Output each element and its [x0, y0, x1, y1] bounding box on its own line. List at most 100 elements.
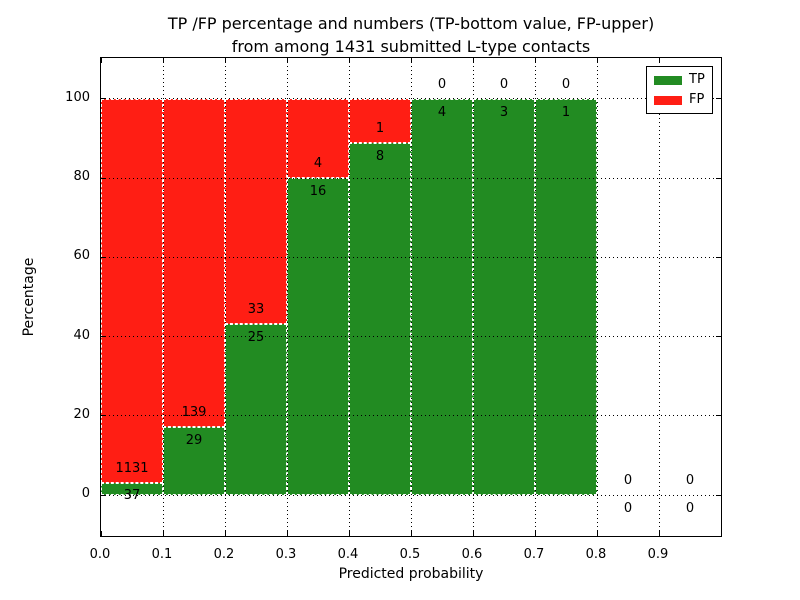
bar-segment-tp [163, 426, 225, 496]
x-tick-label: 0.3 [275, 547, 297, 562]
y-tick-mark [101, 494, 106, 496]
y-tick-mark [101, 256, 106, 258]
x-tick-mark [658, 58, 660, 63]
bar-segment-tp [473, 98, 535, 496]
legend-item-fp: FP [647, 92, 712, 108]
x-tick-mark [534, 58, 536, 63]
x-tick-label: 0.0 [89, 547, 111, 562]
bar-segment-tp [411, 98, 473, 496]
x-tick-label: 0.9 [647, 547, 669, 562]
bar-segment-fp [163, 98, 225, 427]
y-tick-mark [101, 98, 106, 100]
x-tick-mark [472, 58, 474, 63]
y-tick-mark [716, 494, 721, 496]
bar-segment-fp [101, 98, 163, 483]
y-tick-mark [101, 177, 106, 179]
bar-count-label-tp: 16 [309, 183, 327, 199]
x-tick-mark [472, 531, 474, 536]
bar-count-label-tp: 25 [247, 330, 265, 346]
y-tick-mark [716, 256, 721, 258]
gridline-vertical [162, 58, 164, 536]
gridline-vertical [596, 58, 598, 536]
x-tick-label: 0.7 [523, 547, 545, 562]
x-tick-label: 0.5 [399, 547, 421, 562]
x-tick-label: 0.8 [585, 547, 607, 562]
bar-count-label-fp: 4 [313, 156, 323, 172]
x-tick-mark [596, 58, 598, 63]
legend-swatch-fp-icon [654, 95, 682, 105]
x-tick-mark [348, 58, 350, 63]
x-tick-mark [596, 531, 598, 536]
x-tick-mark [410, 531, 412, 536]
legend-item-tp: TP [647, 72, 712, 88]
x-tick-label: 0.4 [337, 547, 359, 562]
x-axis-label: Predicted probability [338, 566, 484, 582]
chart-title-line-1: TP /FP percentage and numbers (TP-bottom… [167, 14, 655, 33]
y-tick-mark [716, 336, 721, 338]
gridline-vertical [224, 58, 226, 536]
x-tick-mark [348, 531, 350, 536]
y-tick-label: 0 [81, 486, 90, 502]
bar-segment-fp [349, 98, 411, 143]
legend-swatch-tp-icon [654, 75, 682, 85]
y-tick-mark [716, 98, 721, 100]
y-tick-mark [101, 415, 106, 417]
bar-count-label-fp: 0 [499, 76, 509, 92]
x-tick-mark [162, 531, 164, 536]
bar-count-label-fp: 1131 [115, 460, 149, 476]
bar-count-label-tp: 1 [561, 104, 571, 120]
gridline-vertical [472, 58, 474, 536]
bar-count-label-fp: 33 [247, 302, 265, 318]
x-tick-mark [286, 58, 288, 63]
bar-count-label-fp: 0 [561, 76, 571, 92]
bar-count-label-tp: 3 [499, 104, 509, 120]
gridline-vertical [286, 58, 288, 536]
y-tick-mark [716, 177, 721, 179]
bar-segment-fp [287, 98, 349, 179]
y-tick-label: 80 [73, 169, 90, 185]
gridline-vertical [410, 58, 412, 536]
y-tick-mark [101, 336, 106, 338]
bar-count-label-fp: 0 [437, 76, 447, 92]
x-tick-mark [286, 531, 288, 536]
chart-title-line-2: from among 1431 submitted L-type contact… [231, 37, 591, 56]
y-tick-label: 40 [73, 327, 90, 343]
x-tick-label: 0.6 [461, 547, 483, 562]
y-tick-label: 60 [73, 248, 90, 264]
bar-segment-tp [349, 142, 411, 496]
plot-area: 1131 37 139 29 33 25 4 16 1 8 0 4 0 3 0 1 0 0 0 0 [100, 57, 722, 537]
bar-count-label-tp: 0 [685, 501, 695, 517]
x-tick-mark [224, 58, 226, 63]
x-tick-label: 0.2 [213, 547, 235, 562]
legend-label-fp: FP [689, 92, 705, 107]
bar-segment-fp [225, 98, 287, 325]
y-axis-label: Percentage [21, 257, 37, 337]
bar-segment-tp [225, 324, 287, 496]
bar-count-label-tp: 29 [185, 432, 203, 448]
bar-count-label-fp: 0 [623, 473, 633, 489]
x-tick-mark [101, 531, 102, 536]
x-tick-mark [101, 58, 102, 63]
bar-count-label-tp: 0 [623, 501, 633, 517]
y-tick-label: 20 [73, 406, 90, 422]
bar-count-label-fp: 0 [685, 473, 695, 489]
x-tick-mark [162, 58, 164, 63]
bar-count-label-tp: 8 [375, 148, 385, 164]
x-tick-label: 0.1 [151, 547, 173, 562]
bar-count-label-fp: 1 [375, 120, 385, 136]
y-tick-label: 100 [65, 89, 90, 105]
gridline-vertical [348, 58, 350, 536]
x-tick-mark [224, 531, 226, 536]
x-tick-mark [534, 531, 536, 536]
bar-count-label-tp: 4 [437, 104, 447, 120]
gridline-vertical [534, 58, 536, 536]
x-tick-mark [658, 531, 660, 536]
y-tick-mark [716, 415, 721, 417]
legend-label-tp: TP [689, 72, 705, 87]
bar-segment-tp [535, 98, 597, 496]
x-tick-mark [410, 58, 412, 63]
gridline-vertical [658, 58, 660, 536]
bar-count-label-tp: 37 [123, 488, 141, 504]
legend: TP FP [646, 66, 713, 114]
